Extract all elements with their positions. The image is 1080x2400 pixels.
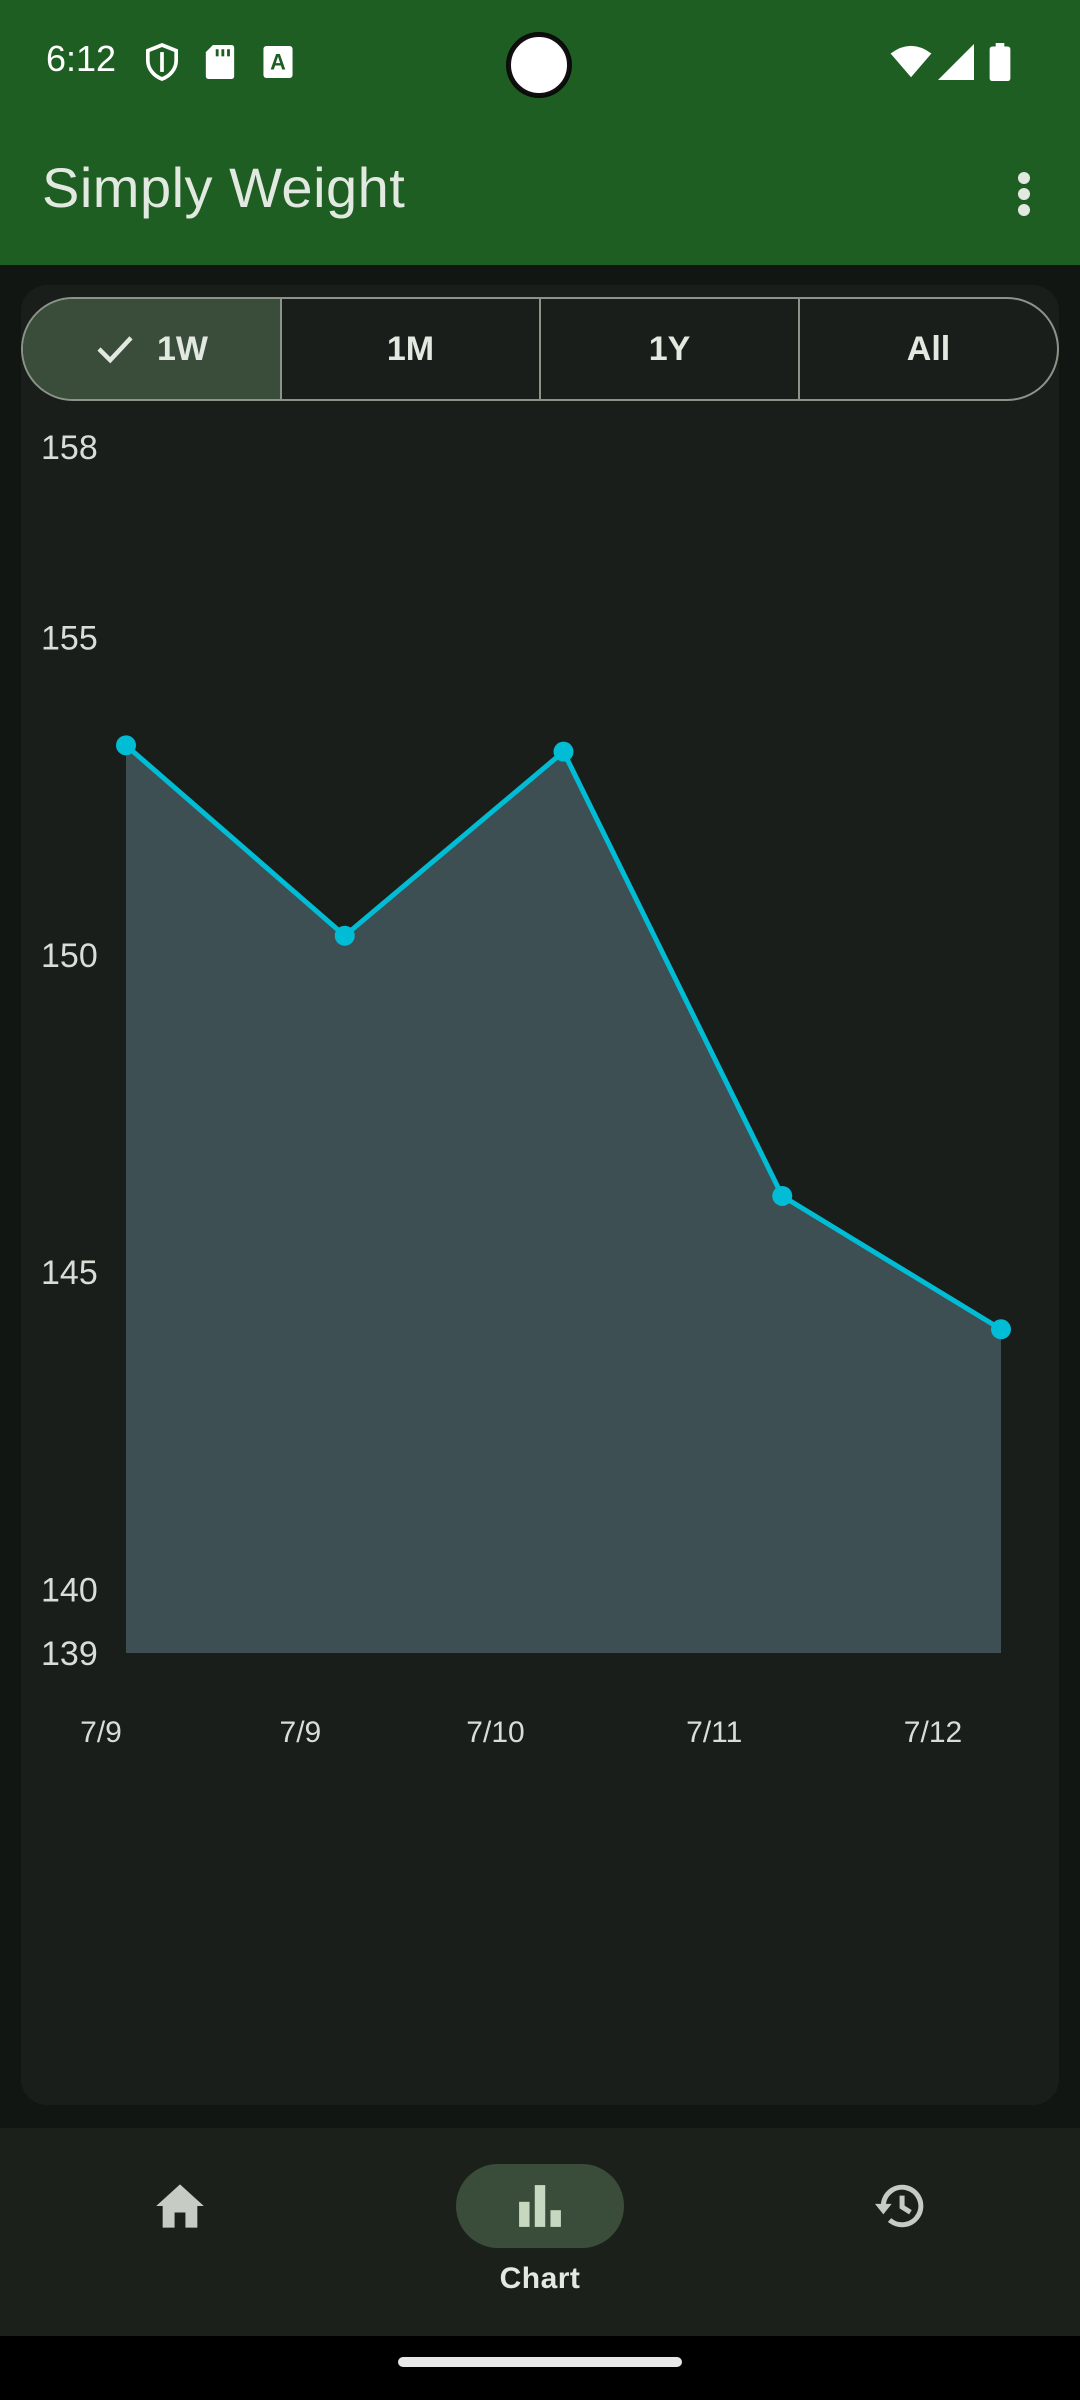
chart-data-point xyxy=(116,735,136,756)
nav-label-chart: Chart xyxy=(499,2262,581,2295)
y-axis-tick-label: 145 xyxy=(41,1254,98,1292)
nav-pill-chart xyxy=(456,2164,624,2248)
y-axis-tick-label: 155 xyxy=(41,619,98,657)
chart-data-point xyxy=(553,741,574,762)
shield-icon xyxy=(142,42,182,82)
system-navigation-bar xyxy=(0,2336,1080,2400)
status-time: 6:12 xyxy=(46,38,117,79)
range-option-label: All xyxy=(906,329,951,368)
chart-area-fill xyxy=(126,745,1001,1653)
check-icon xyxy=(97,336,133,364)
battery-icon xyxy=(980,42,1020,82)
chart-data-point xyxy=(772,1185,793,1206)
x-axis-tick-label: 7/9 xyxy=(280,1716,322,1749)
nav-item-home[interactable] xyxy=(0,2128,360,2336)
range-option-label: 1M xyxy=(386,329,435,368)
chart-data-point xyxy=(991,1319,1011,1340)
y-axis-tick-label: 139 xyxy=(41,1635,98,1673)
nav-pill-history xyxy=(816,2164,984,2248)
more-options-button[interactable] xyxy=(988,158,1060,230)
range-option-1w[interactable]: 1W xyxy=(23,299,282,399)
app-title: Simply Weight xyxy=(42,156,406,219)
keyboard-a-icon: A xyxy=(258,42,298,82)
range-option-label: 1W xyxy=(157,329,208,368)
x-axis-tick-label: 7/9 xyxy=(80,1716,122,1749)
bottom-navigation: Chart xyxy=(0,2128,1080,2336)
more-vert-icon xyxy=(1018,172,1030,216)
weight-chart: 158 155 150 145 140 139 7/9 7/9 7/10 7/11 7/12 xyxy=(21,435,1059,2075)
nav-pill-home xyxy=(96,2164,264,2248)
y-axis-tick-label: 140 xyxy=(41,1572,98,1610)
chart-card: 1W 1M 1Y All 158 155 150 145 140 139 7/9 7/9 7/1… xyxy=(21,285,1059,2105)
nav-item-chart[interactable]: Chart xyxy=(360,2128,720,2336)
range-option-label: 1Y xyxy=(648,329,691,368)
wifi-icon xyxy=(888,42,934,82)
sd-card-icon xyxy=(200,42,240,82)
status-bar: 6:12 A xyxy=(0,0,1080,120)
range-option-all[interactable]: All xyxy=(800,299,1057,399)
weight-chart-plot: 158 155 150 145 140 139 7/9 7/9 7/10 7/11 7/12 xyxy=(41,435,1011,1749)
signal-icon xyxy=(934,42,978,82)
range-option-1y[interactable]: 1Y xyxy=(541,299,800,399)
bar-chart-icon xyxy=(519,2185,561,2227)
gesture-handle[interactable] xyxy=(398,2357,682,2367)
top-app-bar: Simply Weight xyxy=(0,120,1080,265)
y-axis-tick-label: 150 xyxy=(41,937,98,975)
svg-text:A: A xyxy=(270,49,286,74)
x-axis-tick-label: 7/11 xyxy=(686,1716,742,1749)
range-option-1m[interactable]: 1M xyxy=(282,299,541,399)
range-selector: 1W 1M 1Y All xyxy=(21,297,1059,401)
y-axis-tick-label: 158 xyxy=(41,435,98,467)
chart-data-point xyxy=(334,925,355,946)
x-axis-tick-label: 7/10 xyxy=(466,1716,524,1749)
history-icon xyxy=(875,2184,924,2228)
x-axis-tick-label: 7/12 xyxy=(904,1716,962,1749)
front-camera xyxy=(508,34,570,96)
home-icon xyxy=(156,2184,204,2228)
nav-item-history[interactable] xyxy=(720,2128,1080,2336)
